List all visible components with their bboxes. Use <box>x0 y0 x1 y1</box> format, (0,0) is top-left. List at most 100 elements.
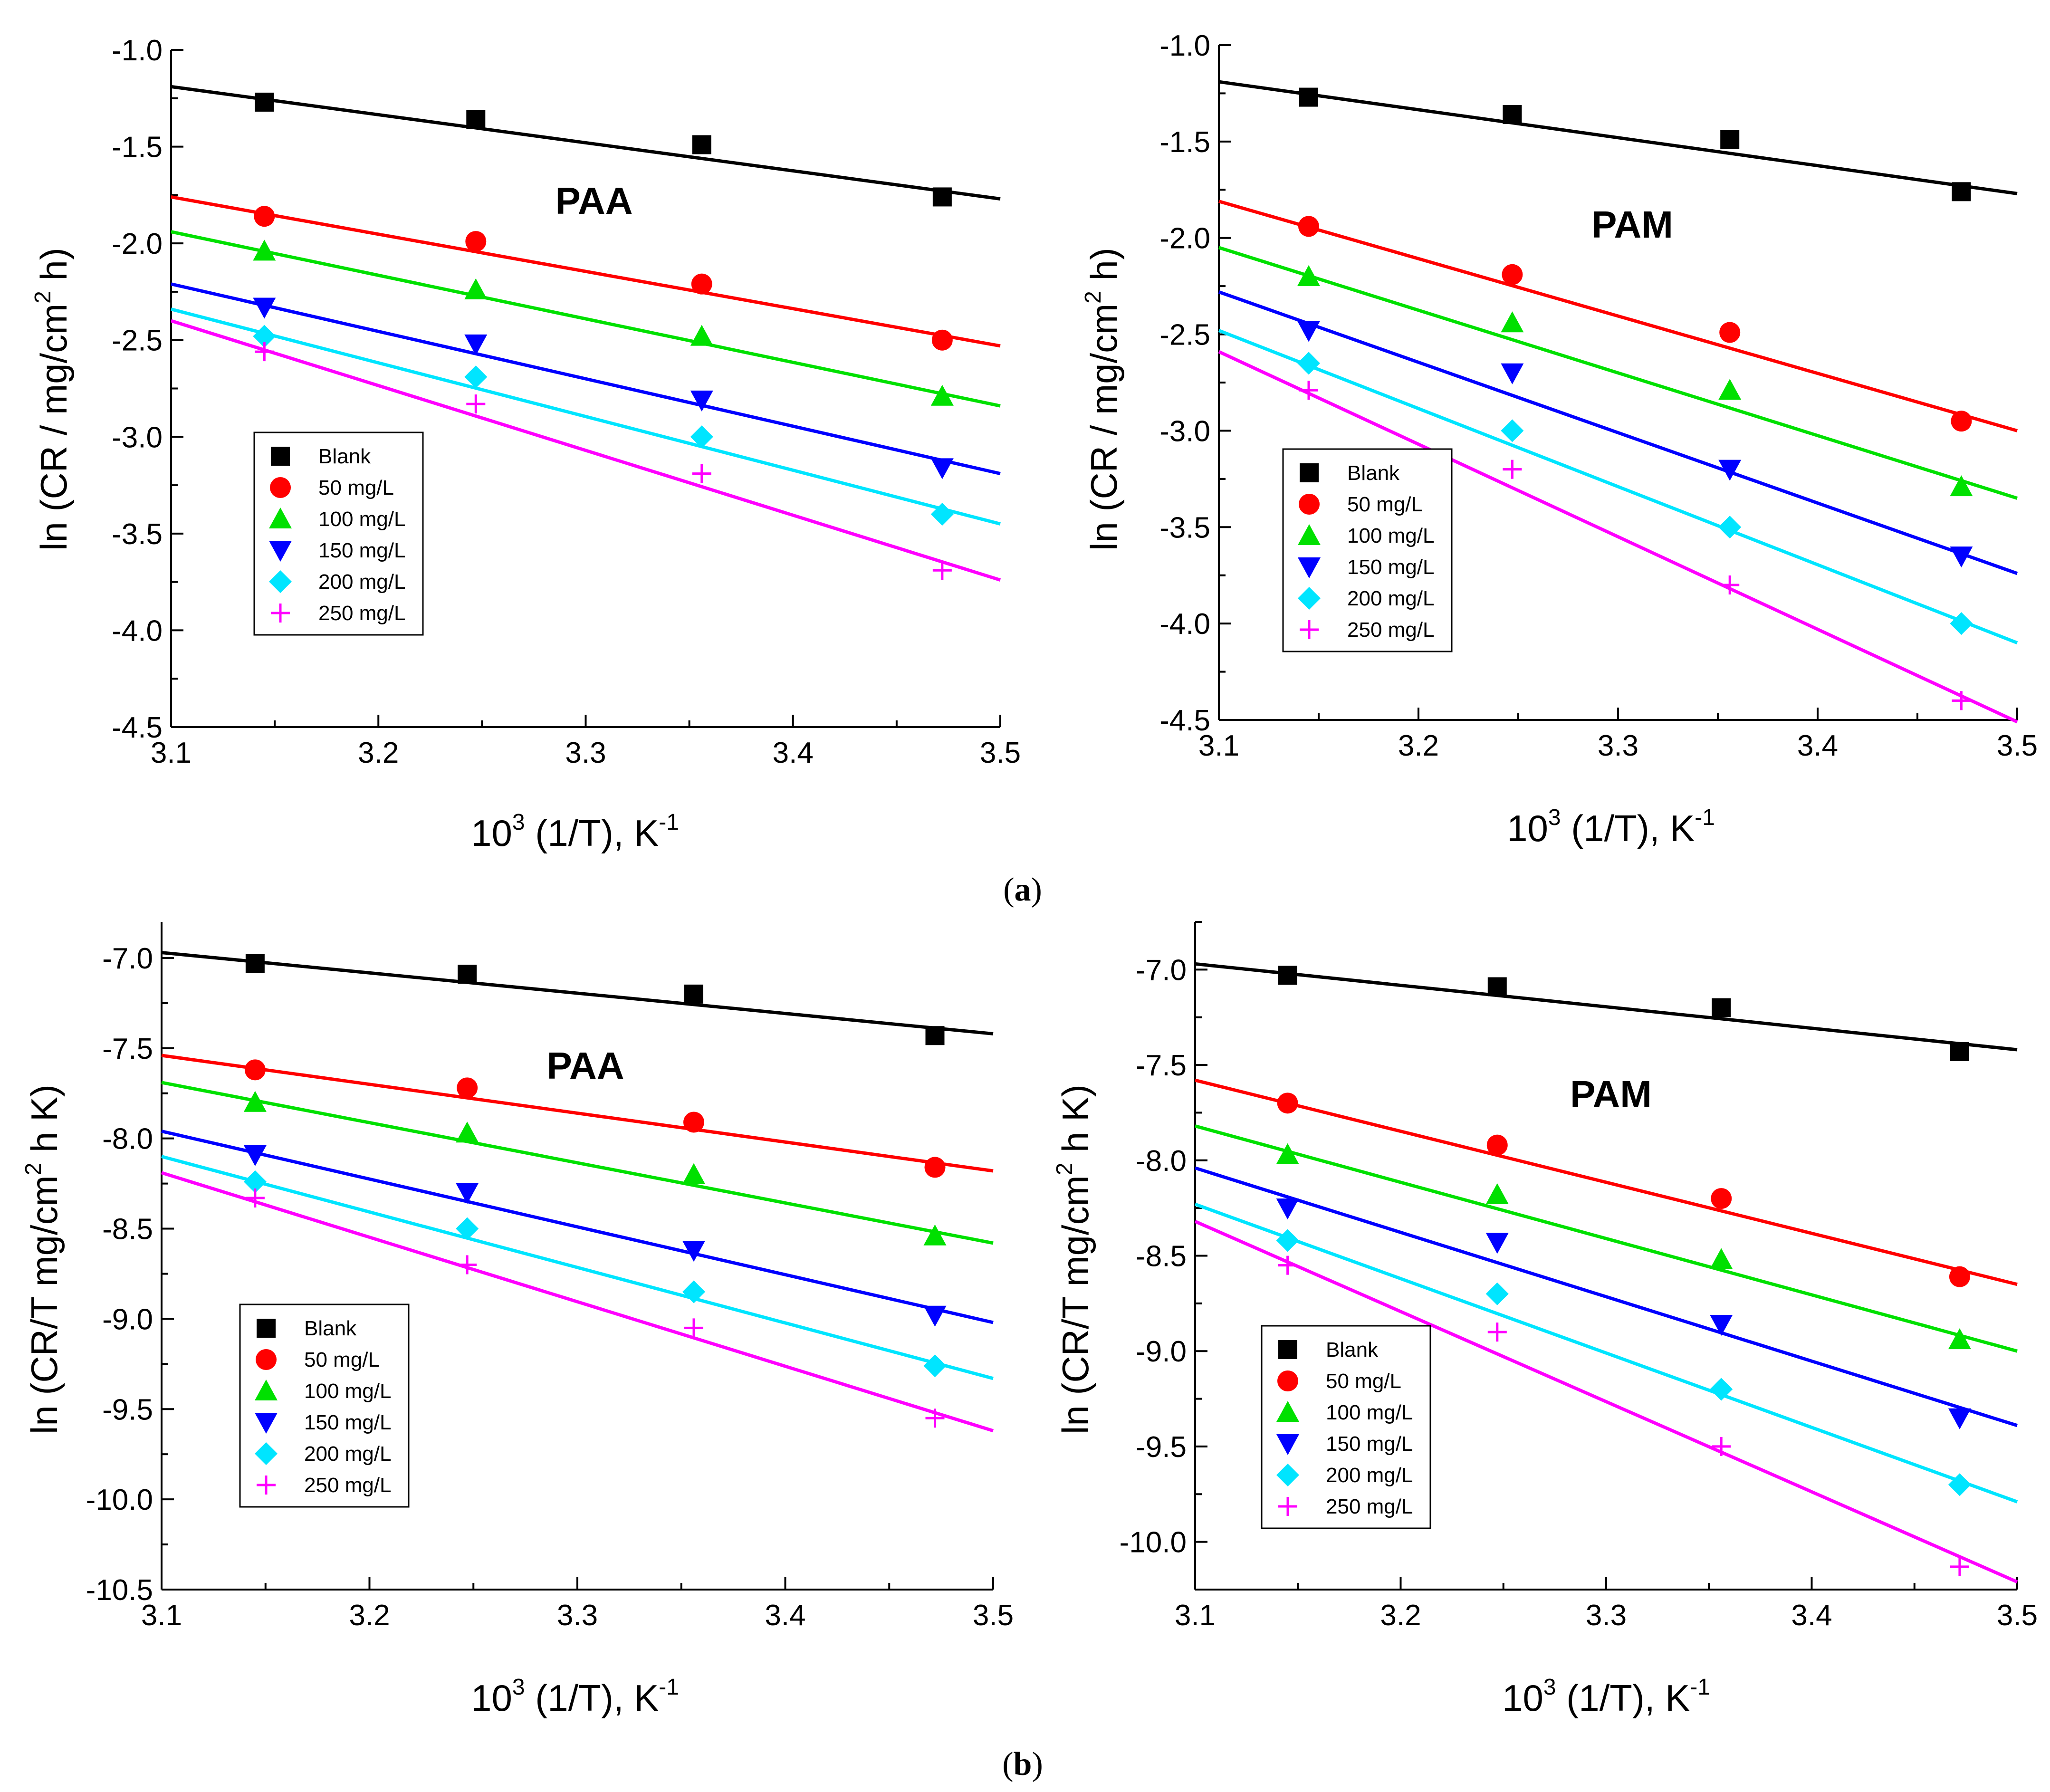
legend-marker <box>1277 1370 1298 1391</box>
y-tick-label: -8.5 <box>102 1213 153 1246</box>
data-point <box>245 954 265 973</box>
y-tick-label: -2.0 <box>112 228 163 260</box>
data-point <box>1501 363 1524 384</box>
data-point <box>1297 321 1320 342</box>
legend: Blank 50 mg/L 100 mg/L 150 mg/L 200 mg/L 250 … <box>239 1303 410 1508</box>
fit-line <box>171 230 1001 408</box>
x-tick-label: 3.5 <box>973 1599 1014 1632</box>
legend-marker <box>1276 1401 1299 1422</box>
data-point <box>1276 1143 1299 1164</box>
legend-label: 250 mg/L <box>304 1474 391 1497</box>
fit-line <box>161 1081 994 1245</box>
data-point <box>1277 1092 1298 1114</box>
y-tick-label: -9.0 <box>1136 1335 1187 1368</box>
data-point <box>692 464 711 483</box>
data-point <box>1501 419 1524 442</box>
legend-marker <box>255 1413 278 1434</box>
data-point <box>464 334 488 355</box>
legend-marker <box>270 477 291 498</box>
legend-label: 150 mg/L <box>1347 556 1434 579</box>
legend-marker <box>1298 557 1321 578</box>
legend-marker <box>1276 1434 1299 1455</box>
chart-title-a-pam: PAM <box>1591 203 1673 246</box>
data-point <box>930 458 954 479</box>
data-point <box>1711 1188 1732 1209</box>
data-point <box>1948 1328 1971 1350</box>
data-point <box>925 1409 945 1428</box>
fit-line <box>1218 200 2018 432</box>
fit-line <box>171 282 1001 476</box>
legend-marker <box>1278 1497 1297 1516</box>
data-point <box>1297 265 1320 286</box>
legend-label: 50 mg/L <box>1347 493 1423 516</box>
data-point <box>682 1163 705 1184</box>
data-point <box>1948 1408 1971 1429</box>
x-axis-title-a-pam: 103 (1/T), K-1 <box>1507 805 1715 849</box>
legend-marker <box>269 541 292 562</box>
legend-marker <box>1300 620 1319 639</box>
data-point <box>1950 475 1973 497</box>
y-tick-label: -3.0 <box>112 421 163 454</box>
x-tick-label: 3.1 <box>151 737 192 769</box>
x-tick-label: 3.4 <box>1797 729 1838 762</box>
legend-marker <box>271 604 290 623</box>
data-point <box>1950 546 1973 568</box>
legend-label: Blank <box>1347 461 1400 485</box>
caption-a: (a) <box>1003 872 1042 908</box>
x-tick-label: 3.1 <box>1198 729 1239 762</box>
y-tick-label: -9.5 <box>1136 1431 1187 1464</box>
chart-title-a-paa: PAA <box>556 180 633 222</box>
data-point <box>930 384 954 406</box>
x-tick-label: 3.4 <box>765 1599 805 1632</box>
data-point <box>1718 460 1742 481</box>
x-tick-label: 3.3 <box>565 737 606 769</box>
data-point <box>932 561 952 580</box>
y-tick-label: -2.0 <box>1159 222 1210 255</box>
data-point <box>245 1188 265 1207</box>
legend-box <box>1282 448 1453 652</box>
data-point <box>1276 1198 1299 1220</box>
data-point <box>1710 1248 1733 1269</box>
data-point <box>458 1255 477 1275</box>
data-point <box>457 1077 478 1099</box>
legend-label: 50 mg/L <box>304 1348 380 1371</box>
y-tick-label: -4.0 <box>1159 608 1210 641</box>
x-tick-label: 3.5 <box>1997 729 2038 762</box>
legend-label: 150 mg/L <box>318 539 405 562</box>
data-point <box>1950 1042 1969 1061</box>
x-axis-title-b-paa: 103 (1/T), K-1 <box>471 1675 679 1719</box>
data-point <box>1486 1134 1508 1156</box>
legend-marker <box>255 1442 278 1465</box>
data-point <box>690 325 713 346</box>
data-point <box>930 503 954 526</box>
x-tick-label: 3.2 <box>1398 729 1439 762</box>
data-point <box>1501 311 1524 333</box>
panel-b-pam: 3.1 3.2 3.3 3.4 3.5 -7.0 -7.5 -8.0 -8.5 -9.0 -9.5 -… <box>1052 921 2038 1719</box>
chart-title-b-paa: PAA <box>547 1045 624 1087</box>
data-point <box>923 1354 947 1378</box>
legend-box <box>253 431 424 636</box>
data-point <box>1276 1229 1299 1252</box>
fit-line <box>170 319 1001 582</box>
data-point <box>464 278 488 299</box>
x-tick-label: 3.3 <box>1586 1599 1627 1632</box>
panel-a-pam: 3.1 3.2 3.3 3.4 3.5 -1.0 -1.5 -2.0 -2.5 -3.0 -3.5 -… <box>1081 29 2038 849</box>
data-point <box>1718 516 1742 539</box>
legend-marker <box>271 447 290 466</box>
legend-marker <box>1300 463 1319 482</box>
legend: Blank 50 mg/L 100 mg/L 150 mg/L 200 mg/L 250 … <box>1282 448 1453 652</box>
fit-line <box>171 307 1001 526</box>
data-point <box>1710 1378 1733 1401</box>
fit-line <box>1195 1124 2018 1353</box>
data-point <box>684 1318 703 1338</box>
legend-marker <box>269 508 292 528</box>
data-point <box>682 1241 705 1262</box>
data-point <box>255 342 274 362</box>
fit-line <box>1195 962 2018 1052</box>
legend-label: 100 mg/L <box>1326 1401 1413 1424</box>
data-point <box>1712 998 1731 1017</box>
plot-area-a-pam: 3.1 3.2 3.3 3.4 3.5 -1.0 -1.5 -2.0 -2.5 -3.0 -3.5 -… <box>1159 29 2038 762</box>
data-point <box>243 1170 267 1193</box>
x-axis-title-a-paa: 103 (1/T), K-1 <box>471 810 679 854</box>
x-tick-label: 3.2 <box>1380 1599 1421 1632</box>
